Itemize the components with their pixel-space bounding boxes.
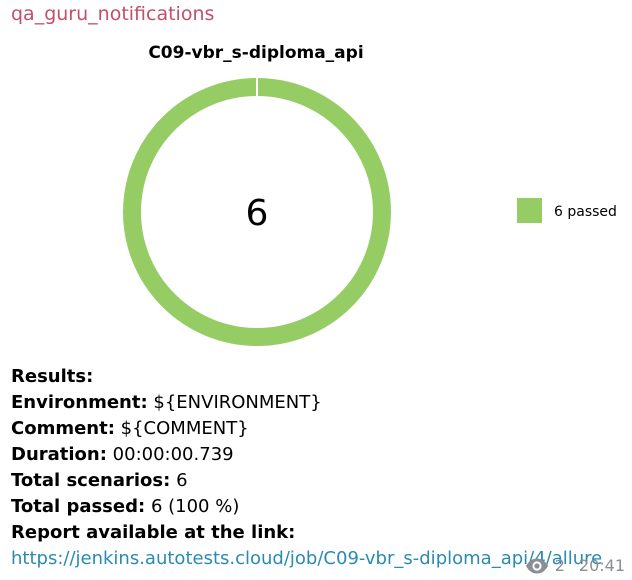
total-passed-value: 6 (100 %) bbox=[150, 496, 240, 517]
environment-label: Environment: bbox=[11, 392, 148, 413]
report-label: Report available at the link: bbox=[11, 522, 296, 543]
donut-center-label: 6 bbox=[246, 193, 269, 234]
allure-report-image[interactable]: C09-vbr_s-diploma_api 6 6 passed bbox=[0, 32, 632, 352]
duration-value: 00:00:00.739 bbox=[112, 444, 234, 465]
results-text: Results: Environment: ${ENVIRONMENT} Com… bbox=[11, 364, 624, 572]
total-scenarios-value: 6 bbox=[176, 470, 188, 491]
message-time: 20:41 bbox=[578, 556, 625, 575]
donut-chart bbox=[123, 77, 391, 346]
sender-name[interactable]: qa_guru_notifications bbox=[11, 3, 215, 25]
total-passed-label: Total passed: bbox=[11, 496, 146, 517]
results-heading: Results: bbox=[11, 366, 94, 387]
total-scenarios-label: Total scenarios: bbox=[11, 470, 171, 491]
duration-label: Duration: bbox=[11, 444, 107, 465]
comment-value: ${COMMENT} bbox=[120, 418, 249, 439]
legend-label-0: 6 passed bbox=[554, 204, 617, 220]
view-count: 2 bbox=[554, 556, 565, 575]
comment-label: Comment: bbox=[11, 418, 115, 439]
legend-swatch-0 bbox=[517, 198, 542, 223]
environment-value: ${ENVIRONMENT} bbox=[153, 392, 322, 413]
eye-icon bbox=[525, 558, 549, 574]
message-meta: 2 20:41 bbox=[525, 556, 625, 575]
chart-legend: 6 passed bbox=[517, 198, 617, 223]
chart-title: C09-vbr_s-diploma_api bbox=[148, 43, 363, 63]
report-link[interactable]: https://jenkins.autotests.cloud/job/C09-… bbox=[11, 548, 603, 569]
